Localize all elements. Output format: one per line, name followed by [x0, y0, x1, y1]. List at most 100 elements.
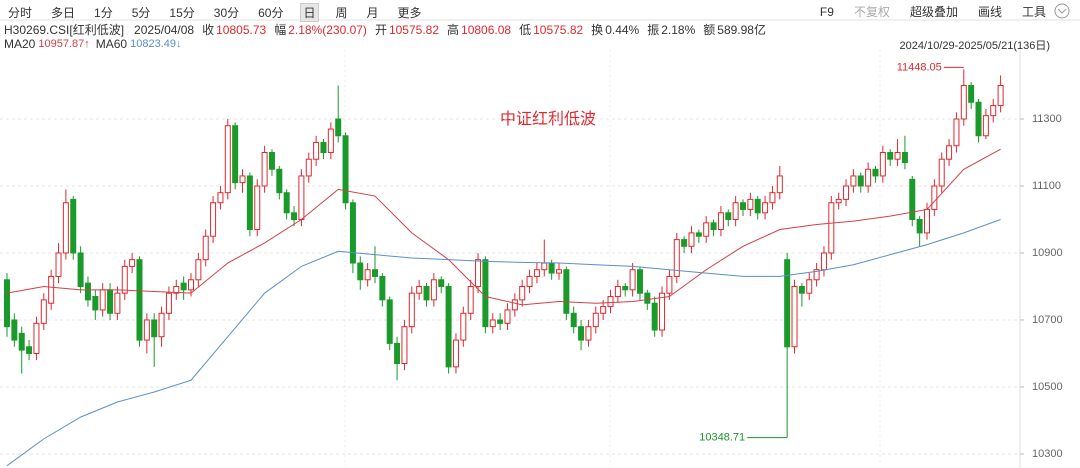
candle-body: [688, 232, 695, 247]
tool-tab[interactable]: 画线: [977, 5, 1002, 19]
candle-body: [857, 175, 864, 187]
legend-name: MA20: [4, 37, 36, 51]
candle-body: [158, 312, 165, 338]
candle-body: [982, 115, 989, 137]
candle-body: [121, 265, 128, 294]
candle-body: [865, 168, 872, 187]
candle-body: [732, 202, 739, 220]
candle-body: [298, 175, 305, 220]
period-tab[interactable]: 5分: [131, 6, 151, 20]
candle-body: [84, 282, 91, 301]
candle-body: [754, 198, 761, 214]
candle-body: [151, 319, 158, 338]
candle-body: [629, 269, 636, 291]
candle-body: [254, 185, 261, 231]
candle-body: [195, 259, 202, 281]
candle-body: [18, 332, 25, 351]
candle-body: [335, 118, 342, 137]
candle-body: [607, 296, 614, 308]
quote-label: 幅: [274, 23, 287, 37]
low-label: 10348.71: [699, 432, 745, 444]
candle-body: [784, 259, 791, 348]
candle-body: [70, 198, 77, 254]
candle-body: [99, 289, 106, 311]
range: 2024/10/29-2025/05/21(136日): [899, 40, 1050, 52]
quote-line: H30269.CSI[红利低波] 2025/04/08 收 10805.73 幅 2.18…: [4, 21, 774, 38]
candle-body: [48, 275, 55, 304]
candle-body: [261, 152, 268, 187]
candle-body: [246, 175, 253, 231]
candle-body: [740, 202, 746, 210]
candle-body: [305, 158, 312, 177]
candle-body: [136, 259, 143, 341]
tool-tab[interactable]: 超级叠加: [909, 5, 958, 19]
candle-body: [511, 299, 518, 311]
candle-body: [710, 222, 717, 231]
period-tab[interactable]: 月: [366, 6, 379, 20]
candle-body: [909, 178, 916, 220]
period-tab[interactable]: 多日: [51, 6, 76, 20]
candle-body: [394, 342, 401, 365]
candle-body: [820, 252, 827, 271]
candle-body: [430, 279, 437, 301]
collapse-icon[interactable]: [1054, 3, 1070, 19]
candle-body: [357, 262, 364, 281]
candle-body: [850, 175, 857, 187]
candle-body: [33, 322, 40, 354]
candle-body: [990, 105, 997, 117]
candle-body: [438, 279, 445, 287]
candle-body: [835, 198, 842, 204]
period-tab[interactable]: 1分: [94, 6, 113, 20]
candle-body: [806, 279, 813, 294]
collapse-chevron: [1057, 8, 1067, 14]
candle-body: [968, 85, 975, 103]
candle-body: [659, 292, 666, 331]
candle-body: [77, 252, 84, 287]
candle-body: [379, 275, 386, 301]
period-tab[interactable]: 分时: [8, 6, 33, 20]
candle-body: [467, 285, 474, 314]
candle-body: [129, 259, 136, 267]
ma-line: [6, 148, 1001, 306]
candle-body: [180, 282, 187, 291]
period-tab[interactable]: 30分: [213, 6, 240, 20]
ma-legend: MA20 10957.87↑ MA60 10823.49↓: [4, 37, 188, 51]
tool-tab[interactable]: 工具: [1021, 5, 1046, 19]
period-tab[interactable]: 更多: [397, 6, 422, 20]
quote-value: 10805.73: [216, 22, 267, 37]
candle-body: [931, 185, 938, 210]
candle-body: [232, 125, 239, 184]
candle-body: [313, 141, 320, 160]
quote-value: 2.18%(230.07): [288, 22, 367, 37]
candle-body: [960, 85, 967, 120]
period-tab[interactable]: 周: [335, 6, 348, 20]
candle-body: [62, 202, 69, 254]
candle-body: [887, 152, 894, 160]
candle-body: [725, 212, 732, 220]
period-tab[interactable]: 15分: [169, 6, 195, 20]
tool-tab[interactable]: 不复权: [853, 5, 890, 19]
candle-body: [695, 232, 702, 237]
candle-body: [703, 222, 710, 237]
candle-body: [416, 285, 423, 294]
quote-value: 2.18%: [661, 22, 696, 37]
candle-body: [55, 252, 62, 277]
candle-body: [460, 312, 467, 341]
candle-body: [666, 275, 673, 294]
candle-body: [489, 319, 496, 328]
candle-body: [600, 306, 607, 314]
candle-body: [210, 202, 217, 237]
quote-label: 开: [374, 23, 387, 37]
candle-body: [143, 319, 150, 341]
tool-tab[interactable]: F9: [819, 4, 834, 19]
candle-body: [548, 262, 555, 274]
candle-body: [291, 212, 298, 220]
candle-body: [364, 269, 371, 281]
period-tab[interactable]: 日: [300, 3, 319, 22]
candle-body: [614, 285, 621, 298]
candle-body: [673, 239, 680, 277]
period-tab[interactable]: 60分: [258, 6, 284, 20]
quote-label: 换: [591, 23, 604, 37]
candle-body: [953, 118, 960, 147]
